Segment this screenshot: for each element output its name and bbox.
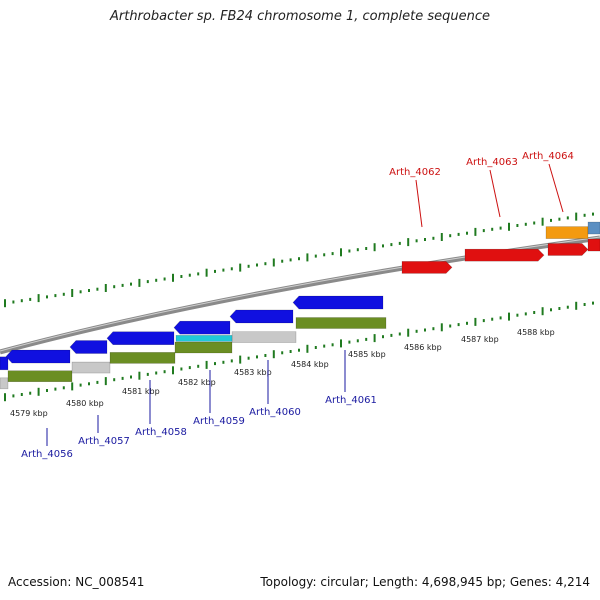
forward-gene-label[interactable]: Arth_4061	[325, 395, 377, 406]
gray-feature	[231, 331, 297, 343]
reverse-gene-arrow	[401, 261, 453, 274]
green-feature	[174, 341, 233, 354]
green-feature	[109, 352, 176, 364]
lower-tick-track	[4, 301, 594, 402]
ruler-tick-label: 4584 kbp	[291, 360, 329, 369]
reverse-gene-label[interactable]: Arth_4063	[466, 157, 518, 168]
feature-track	[0, 221, 600, 390]
gene-leader-line	[548, 163, 564, 213]
forward-gene-label[interactable]: Arth_4059	[193, 416, 245, 427]
forward-gene-arrow	[0, 356, 9, 371]
forward-gene-arrow	[292, 295, 384, 310]
ruler-tick-label: 4583 kbp	[234, 368, 272, 377]
forward-gene-label[interactable]: Arth_4057	[78, 436, 130, 447]
green-feature	[7, 370, 73, 383]
forward-gene-arrow	[173, 320, 231, 335]
forward-gene-arrow	[69, 340, 108, 354]
forward-gene-arrow	[229, 309, 294, 324]
ruler-tick-label: 4579 kbp	[10, 409, 48, 418]
forward-gene-arrow	[106, 331, 175, 346]
ruler-tick-label: 4582 kbp	[178, 378, 216, 387]
reverse-gene-arrow	[587, 238, 600, 252]
accession-text: Accession: NC_008541	[8, 575, 145, 589]
upper-tick-track	[4, 212, 594, 308]
gene-labels: Arth_4056 Arth_4057 Arth_4058 Arth_4059 Arth…	[21, 151, 574, 460]
highlight-block-steel	[587, 221, 600, 235]
ruler-tick-label: 4580 kbp	[66, 399, 104, 408]
ruler-tick-label: 4587 kbp	[461, 335, 499, 344]
reverse-gene-label[interactable]: Arth_4062	[389, 167, 441, 178]
highlight-block-orange	[545, 226, 589, 239]
genome-summary-text: Topology: circular; Length: 4,698,945 bp…	[260, 575, 590, 589]
reverse-gene-label[interactable]: Arth_4064	[522, 151, 574, 162]
map-title: Arthrobacter sp. FB24 chromosome 1, comp…	[109, 9, 491, 24]
forward-gene-label[interactable]: Arth_4056	[21, 449, 73, 460]
gene-leader-line	[489, 169, 501, 218]
green-feature	[295, 317, 387, 329]
ruler-tick-label: 4581 kbp	[122, 387, 160, 396]
gray-feature	[0, 377, 9, 390]
forward-gene-label[interactable]: Arth_4060	[249, 407, 301, 418]
cyan-feature	[175, 335, 233, 342]
gray-feature	[71, 361, 111, 374]
reverse-gene-arrow	[464, 248, 545, 262]
ruler-tick-label: 4585 kbp	[348, 350, 386, 359]
ruler-tick-label: 4588 kbp	[517, 328, 555, 337]
forward-gene-label[interactable]: Arth_4058	[135, 427, 187, 438]
ruler-tick-label: 4586 kbp	[404, 343, 442, 352]
ruler-labels: 4579 kbp 4580 kbp 4581 kbp 4582 kbp 4583 kbp…	[10, 328, 555, 418]
forward-gene-arrow	[5, 349, 71, 364]
reverse-gene-arrow	[547, 243, 589, 256]
gene-leader-line	[415, 179, 423, 228]
